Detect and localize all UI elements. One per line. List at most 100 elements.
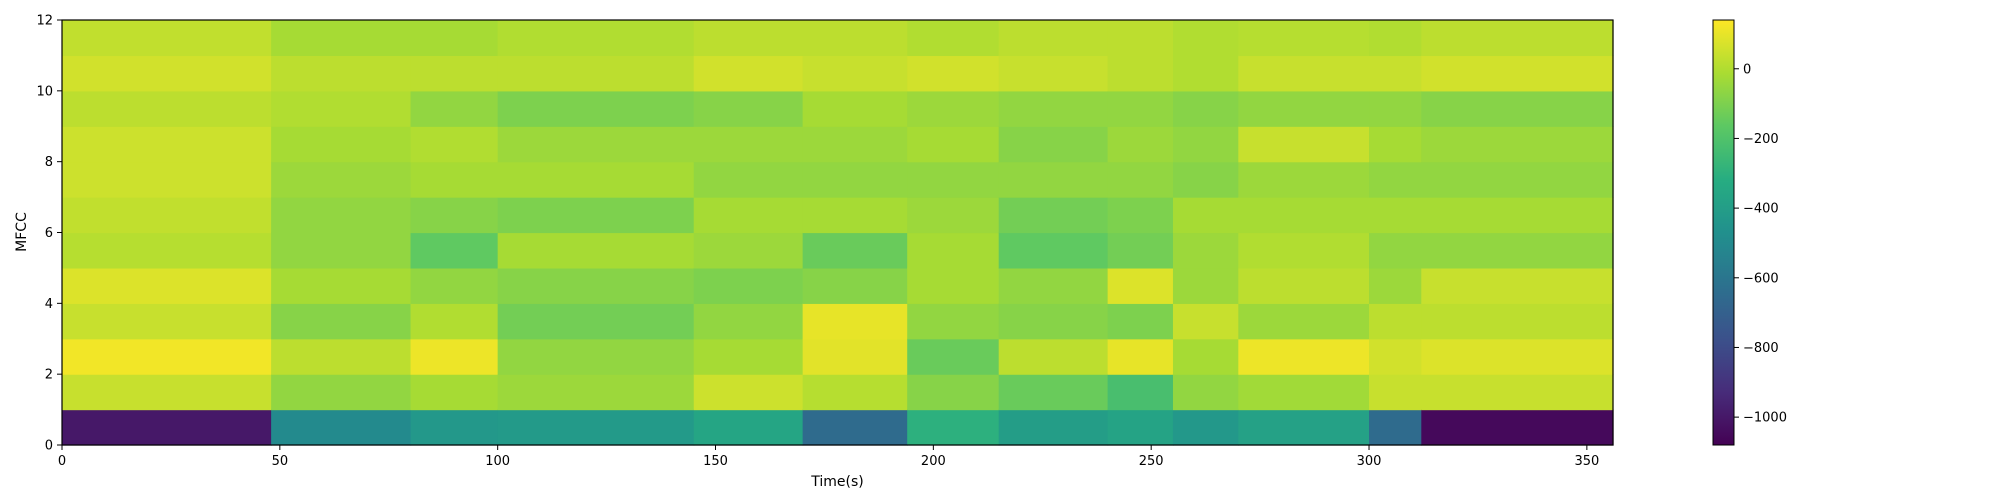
heatmap-cell-s12-c1 — [1421, 374, 1614, 411]
colorbar-ticks: 0 −200 −400 −600 −800 −1000 — [1734, 62, 1787, 426]
heatmap-cell-s2-c7 — [410, 161, 499, 198]
heatmap-cell-s5-c3 — [802, 303, 908, 340]
heatmap-cell-s6-c8 — [907, 126, 1000, 163]
x-tick-label: 100 — [485, 454, 510, 469]
heatmap-cell-s9-c2 — [1172, 338, 1239, 375]
heatmap-cell-s0-c0 — [62, 409, 272, 446]
heatmap-cell-s7-c7 — [998, 161, 1109, 198]
heatmap-cell-s10-c4 — [1238, 267, 1370, 304]
x-axis-ticks: 0 50 100 150 200 250 300 350 — [58, 445, 1599, 469]
y-axis-ticks: 0 2 4 6 8 10 12 — [36, 14, 62, 454]
heatmap-cell-s6-c6 — [907, 197, 1000, 234]
heatmap-cell-s1-c8 — [271, 126, 412, 163]
heatmap-cell-s3-c2 — [497, 338, 695, 375]
heatmap-cell-s7-c6 — [998, 197, 1109, 234]
heatmap-cell-s6-c2 — [907, 338, 1000, 375]
heatmap-cell-s9-c11 — [1172, 20, 1239, 57]
heatmap-cell-s10-c7 — [1238, 161, 1370, 198]
y-tick-label: 0 — [45, 439, 53, 454]
x-axis-label: Time(s) — [810, 474, 863, 490]
heatmap-cell-s1-c9 — [271, 90, 412, 127]
heatmap-cell-s4-c9 — [693, 90, 804, 127]
heatmap-cell-s5-c10 — [802, 55, 908, 92]
heatmap-cell-s2-c10 — [410, 55, 499, 92]
heatmap-cell-s7-c3 — [998, 303, 1109, 340]
colorbar-tick-label: −200 — [1743, 132, 1779, 147]
heatmap-cell-s2-c2 — [410, 338, 499, 375]
heatmap-cell-s1-c11 — [271, 20, 412, 57]
colorbar-tick-label: −1000 — [1743, 411, 1787, 426]
heatmap-cell-s3-c10 — [497, 55, 695, 92]
heatmap-cell-s10-c0 — [1238, 409, 1370, 446]
heatmap-cell-s8-c2 — [1107, 338, 1174, 375]
heatmap-cell-s2-c4 — [410, 267, 499, 304]
heatmap-cell-s11-c6 — [1369, 197, 1422, 234]
x-tick-label: 200 — [921, 454, 946, 469]
heatmap-cell-s4-c8 — [693, 126, 804, 163]
heatmap-cell-s6-c9 — [907, 90, 1000, 127]
heatmap-cell-s11-c2 — [1369, 338, 1422, 375]
heatmap-cell-s0-c1 — [62, 374, 272, 411]
heatmap-cell-s1-c0 — [271, 409, 412, 446]
colorbar-tick-label: 0 — [1743, 62, 1751, 77]
heatmap-cell-s12-c2 — [1421, 338, 1614, 375]
heatmap-cell-s10-c2 — [1238, 338, 1370, 375]
heatmap-cells — [62, 20, 1614, 446]
heatmap-cell-s9-c7 — [1172, 161, 1239, 198]
heatmap-cell-s6-c3 — [907, 303, 1000, 340]
heatmap-cell-s5-c5 — [802, 232, 908, 269]
heatmap-cell-s10-c3 — [1238, 303, 1370, 340]
heatmap-cell-s8-c1 — [1107, 374, 1174, 411]
heatmap-cell-s12-c6 — [1421, 197, 1614, 234]
heatmap-cell-s2-c6 — [410, 197, 499, 234]
heatmap-cell-s9-c0 — [1172, 409, 1239, 446]
heatmap-cell-s5-c11 — [802, 20, 908, 57]
heatmap-cell-s5-c2 — [802, 338, 908, 375]
heatmap-cell-s1-c10 — [271, 55, 412, 92]
x-tick-label: 350 — [1574, 454, 1599, 469]
heatmap-cell-s4-c4 — [693, 267, 804, 304]
heatmap-cell-s12-c3 — [1421, 303, 1614, 340]
heatmap-cell-s11-c11 — [1369, 20, 1422, 57]
x-tick-label: 250 — [1139, 454, 1164, 469]
heatmap-cell-s12-c5 — [1421, 232, 1614, 269]
x-tick-label: 0 — [58, 454, 66, 469]
heatmap-cell-s10-c1 — [1238, 374, 1370, 411]
heatmap-cell-s11-c3 — [1369, 303, 1422, 340]
x-tick-label: 150 — [703, 454, 728, 469]
heatmap-cell-s3-c8 — [497, 126, 695, 163]
heatmap-cell-s10-c9 — [1238, 90, 1370, 127]
heatmap-cell-s8-c8 — [1107, 126, 1174, 163]
heatmap-cell-s0-c10 — [62, 55, 272, 92]
heatmap-cell-s10-c11 — [1238, 20, 1370, 57]
heatmap-cell-s12-c8 — [1421, 126, 1614, 163]
heatmap-cell-s4-c0 — [693, 409, 804, 446]
heatmap-cell-s4-c11 — [693, 20, 804, 57]
heatmap-cell-s7-c4 — [998, 267, 1109, 304]
heatmap-cell-s8-c9 — [1107, 90, 1174, 127]
colorbar-tick-label: −800 — [1743, 341, 1779, 356]
y-tick-label: 4 — [45, 297, 53, 312]
heatmap-cell-s9-c6 — [1172, 197, 1239, 234]
heatmap-cell-s12-c11 — [1421, 20, 1614, 57]
heatmap-cell-s10-c10 — [1238, 55, 1370, 92]
heatmap-cell-s2-c3 — [410, 303, 499, 340]
heatmap-cell-s5-c7 — [802, 161, 908, 198]
heatmap-cell-s4-c10 — [693, 55, 804, 92]
y-tick-label: 10 — [36, 84, 53, 99]
heatmap-cell-s8-c5 — [1107, 232, 1174, 269]
heatmap-cell-s4-c2 — [693, 338, 804, 375]
heatmap-cell-s6-c7 — [907, 161, 1000, 198]
heatmap-cell-s4-c6 — [693, 197, 804, 234]
heatmap-cell-s9-c9 — [1172, 90, 1239, 127]
heatmap-cell-s11-c7 — [1369, 161, 1422, 198]
heatmap-cell-s3-c3 — [497, 303, 695, 340]
heatmap-cell-s2-c5 — [410, 232, 499, 269]
heatmap-cell-s7-c9 — [998, 90, 1109, 127]
heatmap-cell-s5-c1 — [802, 374, 908, 411]
heatmap-cell-s6-c11 — [907, 20, 1000, 57]
heatmap-cell-s3-c5 — [497, 232, 695, 269]
heatmap-cell-s11-c9 — [1369, 90, 1422, 127]
heatmap-cell-s9-c5 — [1172, 232, 1239, 269]
